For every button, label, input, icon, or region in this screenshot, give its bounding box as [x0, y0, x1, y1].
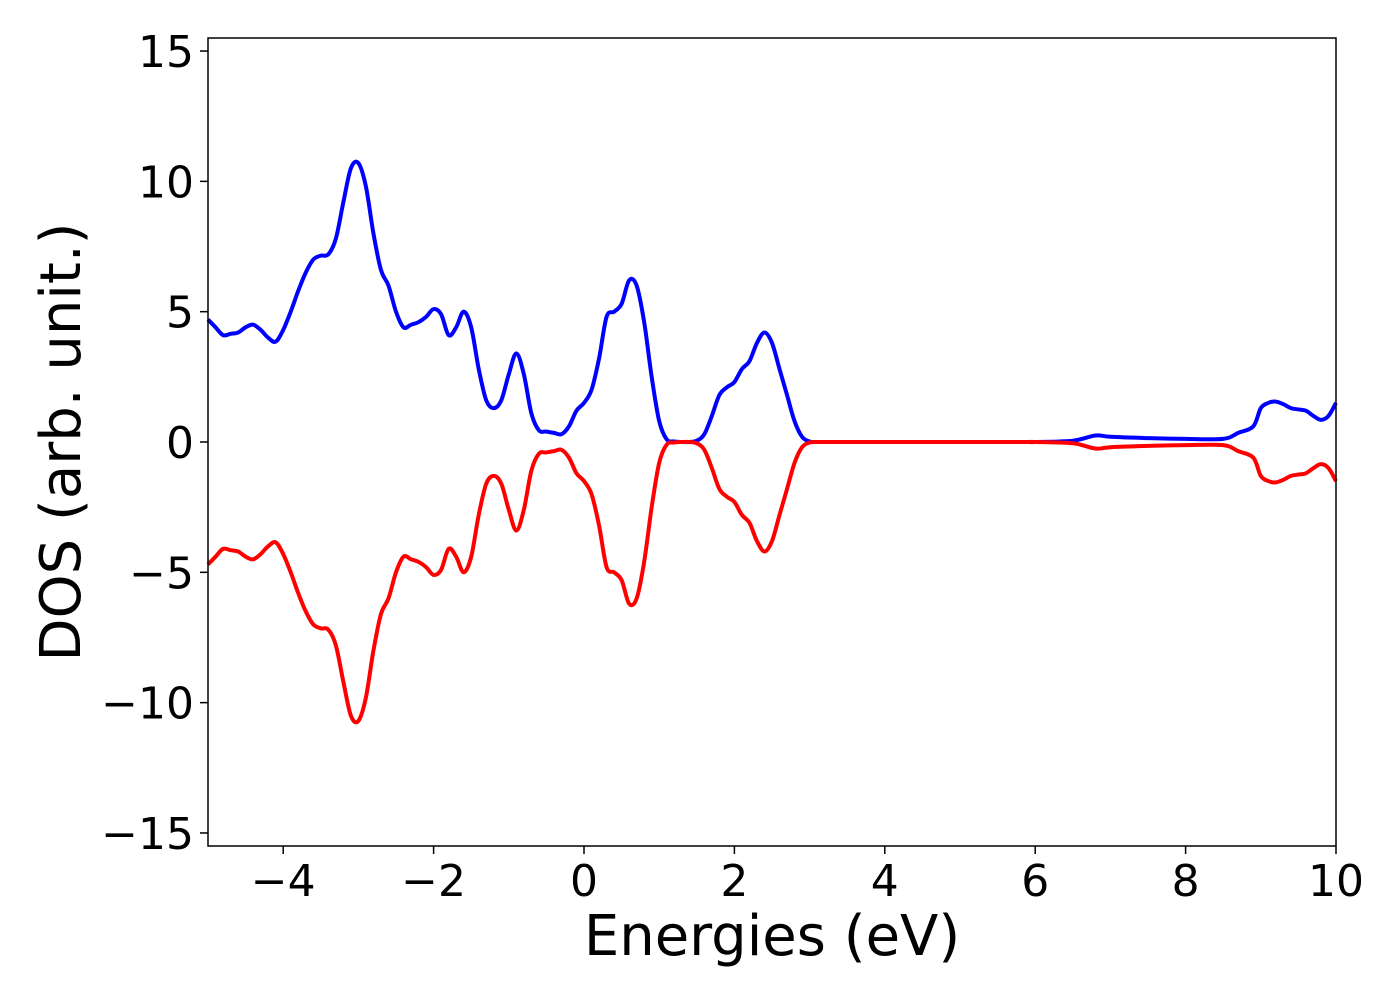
y-tick-label: −15 [101, 809, 194, 860]
series-line-spin-down [206, 439, 1338, 725]
y-tick-label: 5 [166, 288, 194, 339]
x-axis-ticks: −4 −2 0 2 4 6 8 10 [251, 846, 1364, 907]
x-tick-label: 0 [570, 856, 598, 907]
x-tick-label: 4 [871, 856, 899, 907]
x-tick-label: 2 [720, 856, 748, 907]
series-layer [206, 159, 1338, 725]
x-tick-label: 8 [1172, 856, 1200, 907]
y-axis-title: DOS (arb. unit.) [29, 222, 94, 661]
x-tick-label: −2 [401, 856, 466, 907]
y-tick-label: 15 [138, 27, 194, 78]
y-axis-ticks: −15 −10 −5 0 5 10 15 [101, 27, 208, 860]
y-tick-label: −5 [129, 548, 194, 599]
y-tick-label: 0 [166, 418, 194, 469]
x-tick-label: 10 [1308, 856, 1364, 907]
y-tick-label: −10 [101, 679, 194, 730]
y-tick-label: 10 [138, 157, 194, 208]
x-axis-title: Energies (eV) [584, 904, 960, 969]
x-tick-label: 6 [1021, 856, 1049, 907]
x-tick-label: −4 [251, 856, 316, 907]
